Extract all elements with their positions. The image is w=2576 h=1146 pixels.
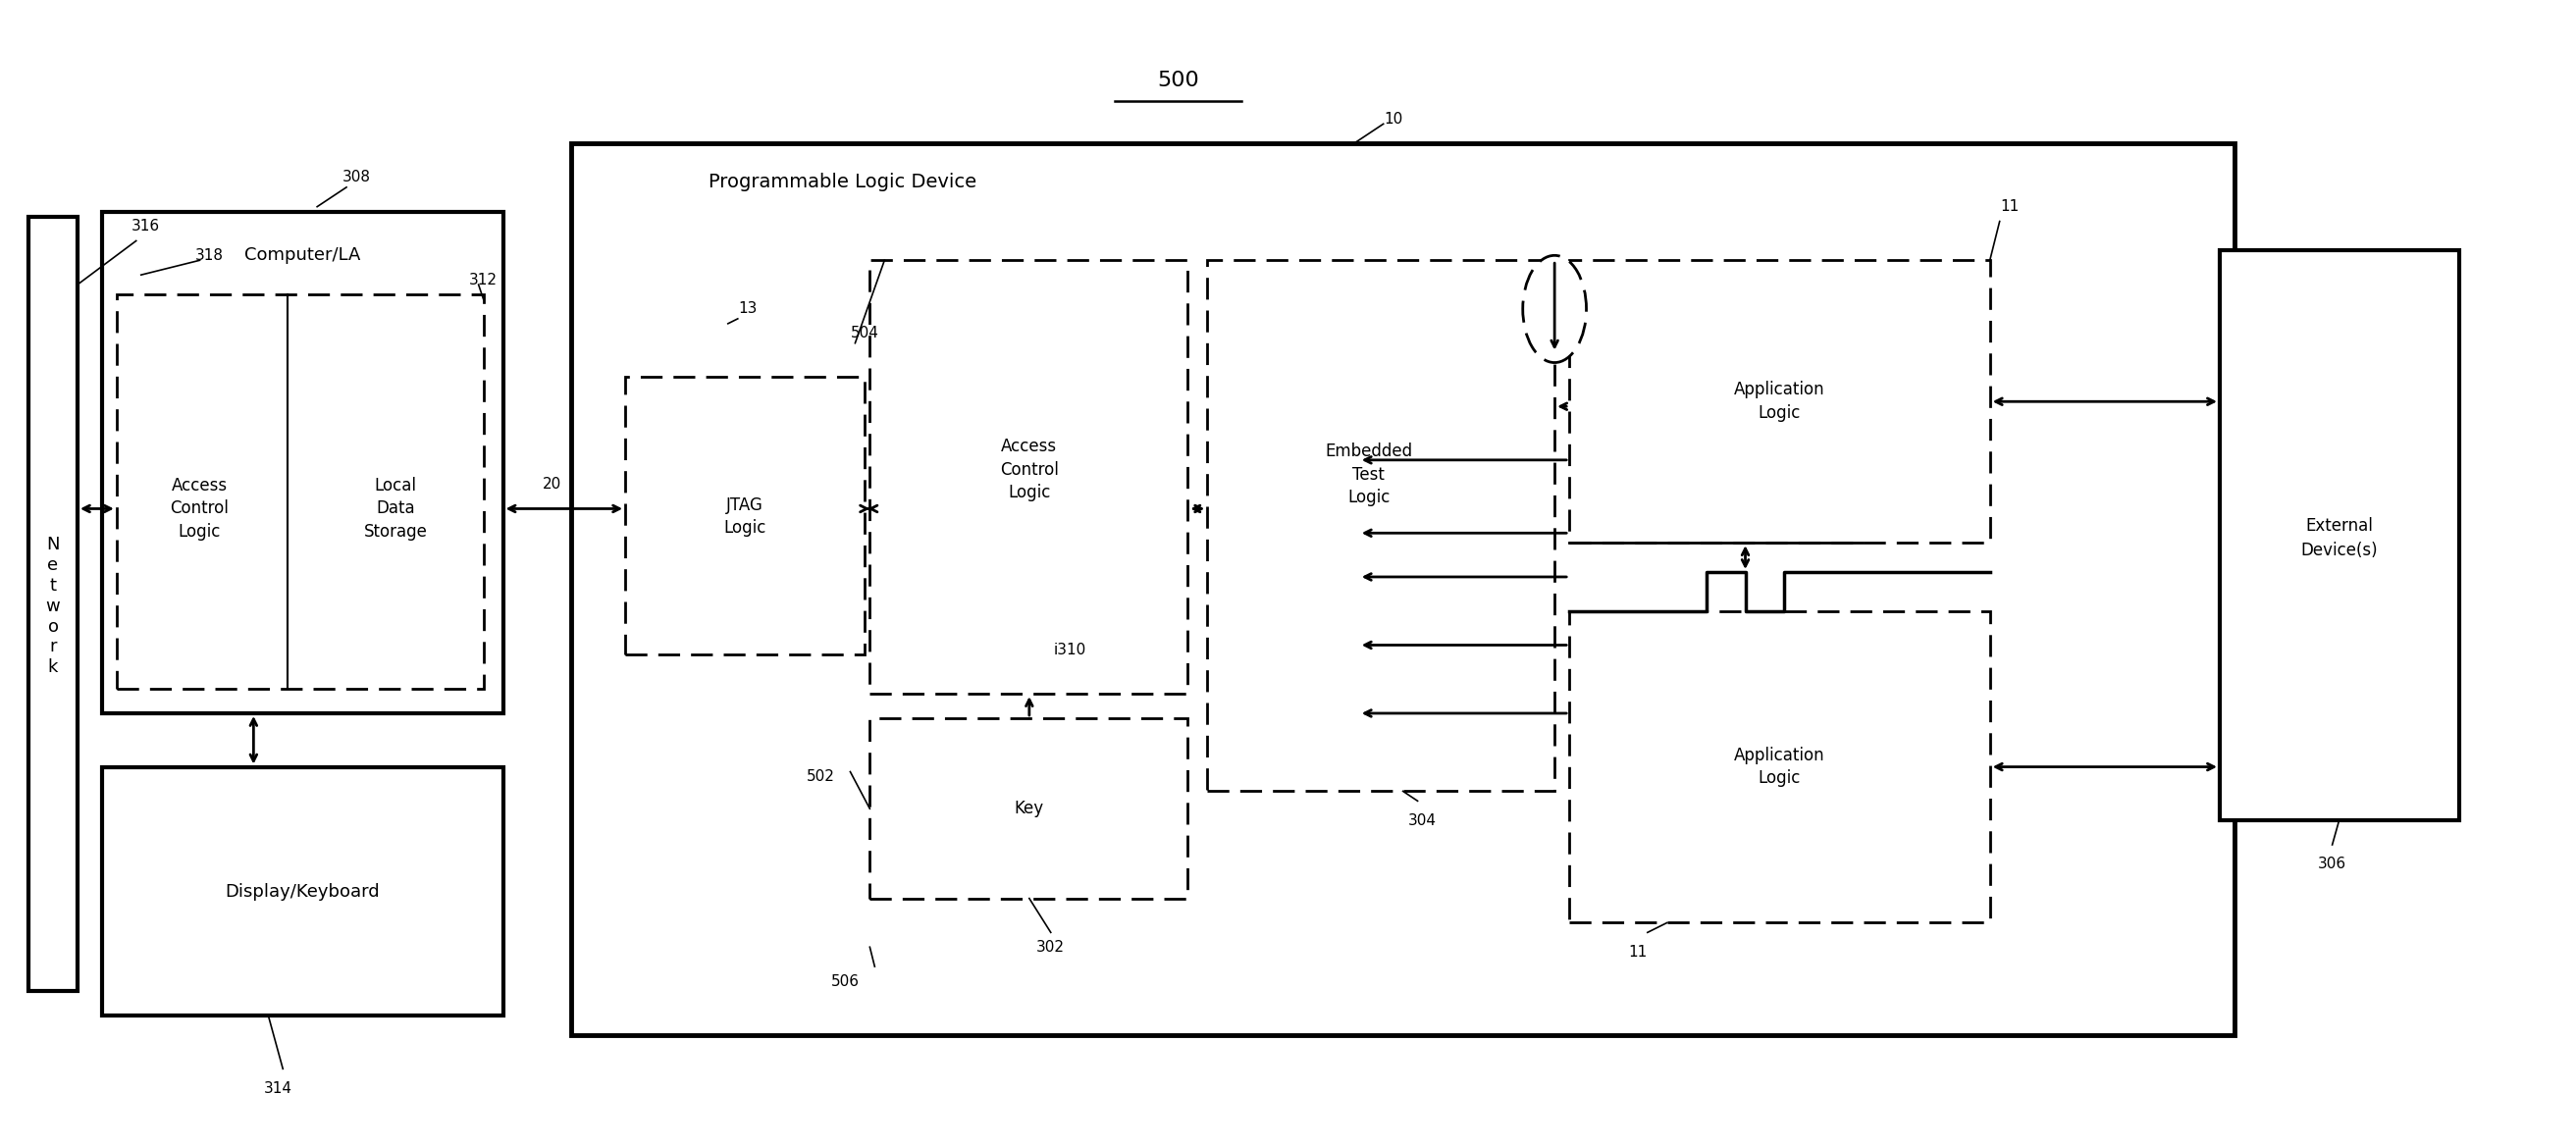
Bar [626,377,866,654]
Text: 304: 304 [1409,813,1437,827]
Text: 10: 10 [1383,111,1401,126]
Bar [1569,611,1989,923]
Text: Application
Logic: Application Logic [1734,746,1824,787]
Text: Local
Data
Storage: Local Data Storage [363,477,428,541]
Text: Programmable Logic Device: Programmable Logic Device [708,173,976,191]
Bar [871,719,1188,898]
Text: 502: 502 [806,769,835,784]
Text: 11: 11 [1999,199,2020,214]
Bar [1208,260,1553,791]
Bar [1569,260,1989,543]
Text: Display/Keyboard: Display/Keyboard [224,882,379,901]
Text: N
e
t
w
o
r
k: N e t w o r k [46,536,59,676]
Bar [572,143,2233,1035]
Ellipse shape [1522,256,1587,362]
Text: JTAG
Logic: JTAG Logic [724,496,765,537]
Text: 316: 316 [131,219,160,234]
Text: Key: Key [1015,800,1043,817]
Text: 504: 504 [850,325,878,340]
Bar [28,217,77,991]
Bar [2221,251,2460,821]
Text: External
Device(s): External Device(s) [2300,517,2378,559]
Bar [103,212,502,713]
Text: Application
Logic: Application Logic [1734,382,1824,422]
Text: Access
Control
Logic: Access Control Logic [999,438,1059,502]
Text: 500: 500 [1157,70,1198,89]
Text: 318: 318 [196,248,224,262]
Text: i310: i310 [1054,643,1087,658]
Text: 13: 13 [739,301,757,316]
Text: 306: 306 [2318,857,2347,872]
Text: Computer/LA: Computer/LA [245,246,361,265]
Bar [871,260,1188,693]
Text: 308: 308 [343,170,371,185]
Text: 314: 314 [263,1081,291,1096]
Text: 11: 11 [1628,944,1646,959]
Text: 312: 312 [469,273,497,288]
Bar [116,295,484,689]
Text: Access
Control
Logic: Access Control Logic [170,477,229,541]
Text: 302: 302 [1036,940,1064,955]
Text: Embedded
Test
Logic: Embedded Test Logic [1324,442,1412,507]
Text: 20: 20 [544,477,562,492]
Bar [103,767,502,1015]
Text: 506: 506 [832,974,860,989]
